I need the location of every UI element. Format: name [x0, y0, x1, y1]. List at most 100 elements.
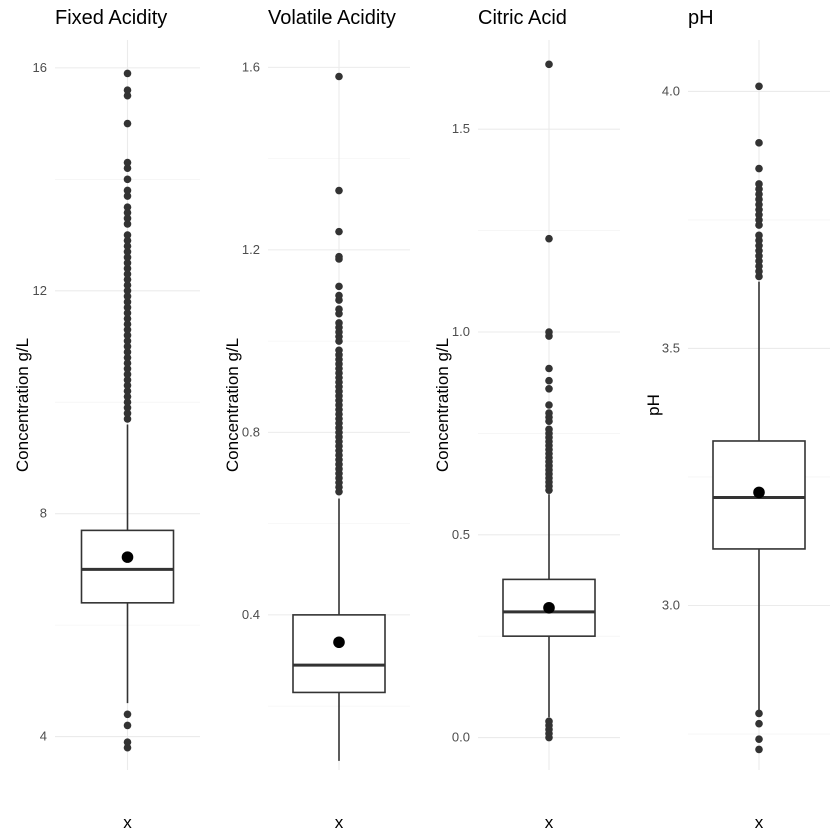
outlier-point — [123, 710, 132, 719]
outlier-point — [123, 376, 132, 384]
outlier-point — [335, 319, 343, 327]
outlier-point — [123, 242, 132, 250]
outlier-point — [755, 745, 763, 754]
outlier-point — [123, 264, 132, 273]
y-axis-label: Concentration g/L — [223, 338, 242, 472]
outlier-point — [755, 719, 763, 728]
y-axis-label: pH — [644, 394, 663, 416]
outlier-point — [545, 384, 553, 393]
outlier-point — [123, 192, 132, 200]
chart-title: Fixed Acidity — [55, 7, 167, 29]
outlier-point — [335, 282, 343, 291]
outlier-point — [123, 337, 132, 345]
outlier-point — [123, 231, 132, 239]
x-category-label: x — [755, 813, 764, 832]
outlier-point — [335, 305, 343, 313]
outlier-point — [123, 403, 132, 412]
outlier-point — [123, 203, 132, 211]
outlier-point — [123, 253, 132, 262]
outlier-point — [123, 359, 132, 368]
outlier-point — [123, 298, 132, 306]
x-category-label: x — [123, 813, 132, 832]
outlier-point — [123, 387, 132, 395]
outlier-point — [123, 364, 132, 373]
y-tick-label: 1.2 — [242, 242, 260, 257]
outlier-point — [545, 409, 553, 417]
y-tick-label: 8 — [40, 506, 47, 521]
outlier-point — [755, 82, 763, 91]
chart-title: pH — [688, 7, 714, 29]
outlier-point — [755, 231, 763, 240]
outlier-point — [123, 91, 132, 100]
outlier-point — [335, 346, 343, 355]
outlier-point — [123, 738, 132, 746]
y-tick-label: 0.8 — [242, 424, 260, 439]
outlier-point — [123, 342, 132, 351]
chart-panel-1: 4 8 12 16 Fixed Acidity Concentration g/L x — [13, 7, 200, 832]
y-tick-label: 0.4 — [242, 607, 260, 622]
outlier-point — [123, 119, 132, 128]
outlier-point — [755, 180, 763, 188]
y-tick-label: 0.5 — [452, 527, 470, 542]
outlier-point — [545, 60, 553, 69]
outlier-point — [755, 164, 763, 173]
outlier-point — [755, 735, 763, 743]
mean-point — [543, 601, 555, 614]
outlier-point — [335, 227, 343, 236]
outlier-point — [545, 425, 553, 434]
y-tick-label: 4.0 — [662, 83, 680, 98]
y-tick-label: 16 — [33, 60, 47, 75]
outlier-point — [123, 208, 132, 217]
y-tick-label: 1.5 — [452, 121, 470, 136]
outlier-point — [123, 309, 132, 317]
outlier-point — [123, 325, 132, 334]
outlier-point — [123, 409, 132, 418]
outlier-point — [123, 164, 132, 172]
outlier-point — [123, 314, 132, 323]
outlier-point — [123, 158, 132, 167]
outlier-point — [123, 286, 132, 295]
iqr-box — [80, 529, 175, 604]
y-tick-label: 1.0 — [452, 324, 470, 339]
outlier-point — [123, 392, 132, 401]
y-tick-label: 0.0 — [452, 730, 470, 745]
outlier-point — [755, 709, 763, 718]
chart-panel-2: 0.4 0.8 1.2 1.6 Volatile Acidity Concentratio… — [223, 7, 410, 832]
y-axis-label: Concentration g/L — [13, 338, 32, 472]
y-tick-label: 3.0 — [662, 597, 680, 612]
chart-title: Volatile Acidity — [268, 7, 396, 29]
mean-point — [121, 551, 134, 563]
outlier-point — [123, 236, 132, 245]
outlier-point — [123, 220, 132, 228]
outlier-point — [123, 331, 132, 340]
chart-panel-3: 0.0 0.5 1.0 1.5 Citric Acid Concentration g/L… — [433, 7, 620, 832]
outlier-point — [335, 291, 343, 300]
outlier-point — [123, 275, 132, 284]
outlier-point — [335, 186, 343, 195]
outlier-point — [123, 353, 132, 362]
y-tick-label: 12 — [33, 283, 47, 298]
outlier-point — [545, 234, 553, 243]
outlier-point — [123, 69, 132, 78]
outlier-point — [123, 303, 132, 312]
outlier-point — [123, 281, 132, 289]
mean-point — [333, 636, 345, 649]
outlier-point — [123, 398, 132, 407]
outlier-point — [545, 401, 553, 409]
outlier-point — [123, 292, 132, 301]
chart-title: Citric Acid — [478, 7, 567, 29]
outlier-point — [545, 328, 553, 336]
iqr-box — [292, 614, 386, 694]
outlier-point — [123, 186, 132, 195]
y-axis-label: Concentration g/L — [433, 338, 452, 472]
outlier-point — [123, 270, 132, 278]
outlier-point — [123, 247, 132, 256]
outlier-point — [123, 743, 132, 752]
y-tick-label: 3.5 — [662, 340, 680, 355]
outlier-point — [755, 139, 763, 147]
outlier-point — [123, 348, 132, 356]
y-tick-label: 4 — [40, 729, 47, 744]
x-category-label: x — [545, 813, 554, 832]
outlier-point — [123, 381, 132, 390]
